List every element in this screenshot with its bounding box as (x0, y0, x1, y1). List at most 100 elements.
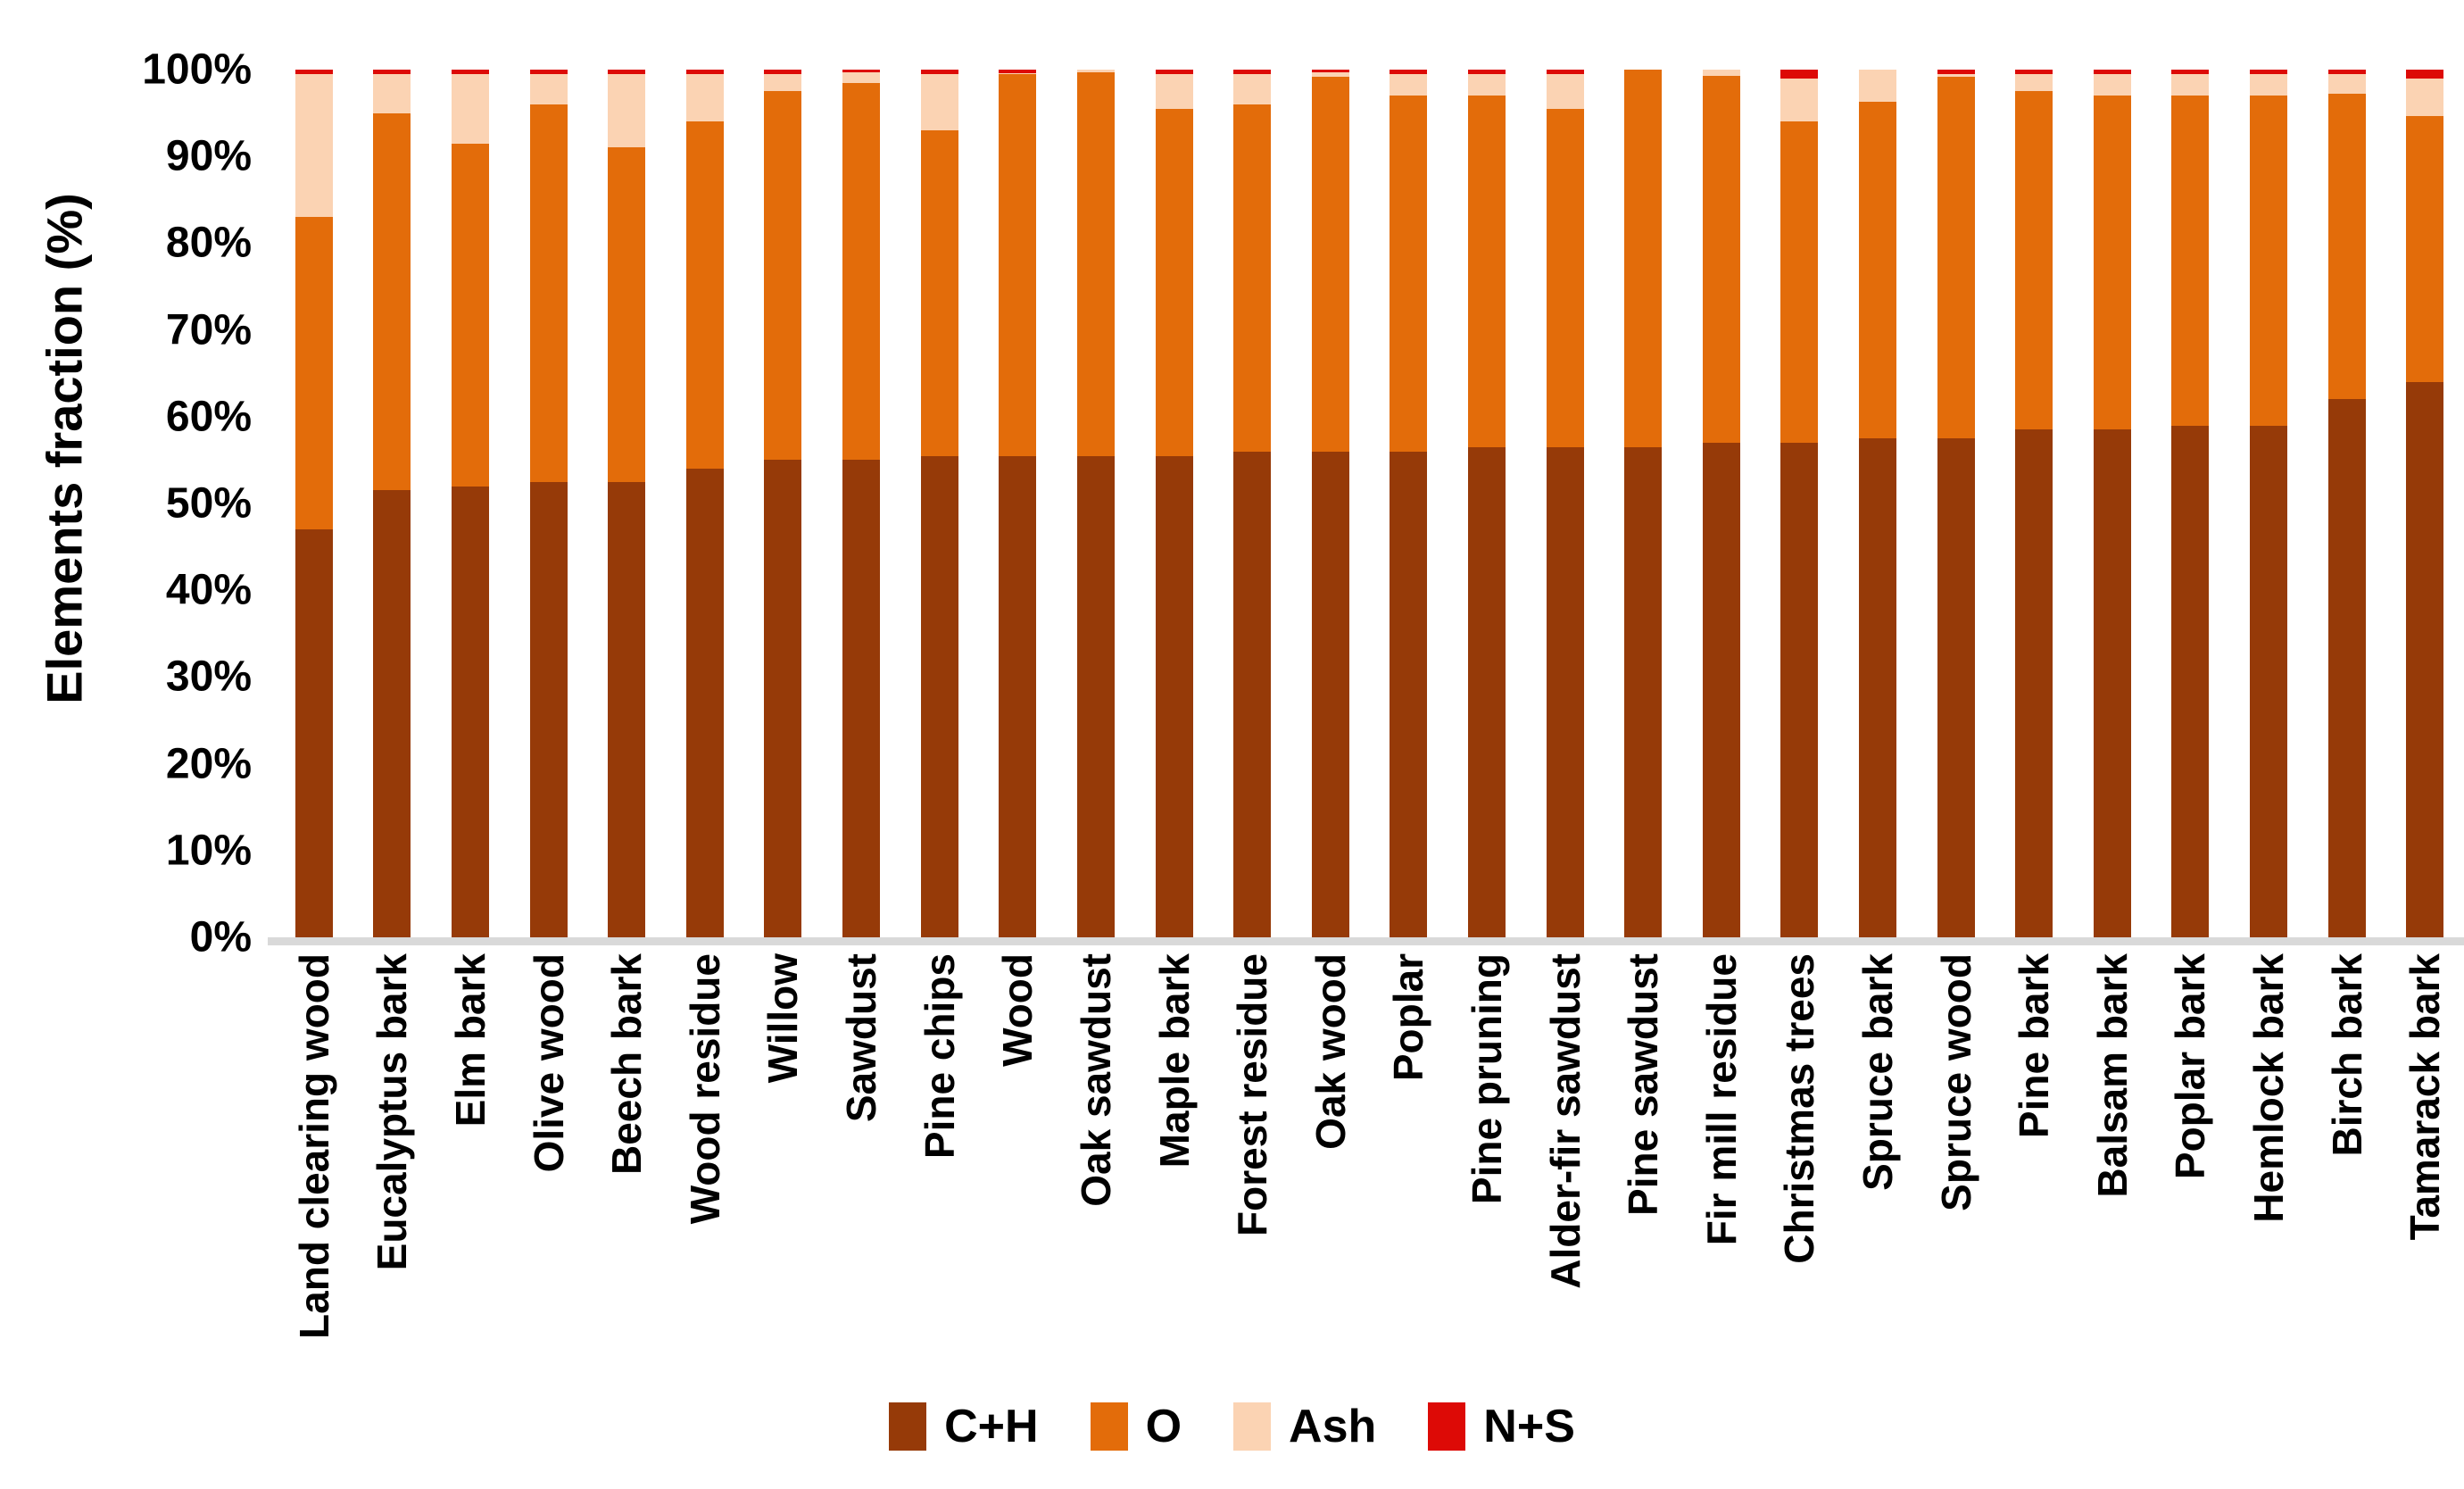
bar-segment-c-h (1702, 442, 1740, 937)
bar-segment-n-s (1311, 70, 1349, 72)
bar-segment-c-h (920, 455, 958, 937)
bar-segment-c-h (2015, 429, 2053, 937)
bar-column (744, 70, 823, 937)
bar-segment-o (2171, 96, 2210, 426)
bar-stack (1546, 70, 1584, 937)
bar-segment-ash (2406, 78, 2444, 116)
bar-segment-n-s (452, 70, 490, 74)
x-tick-label: Pine pruning (1463, 953, 1510, 1205)
legend-label: N+S (1483, 1401, 1575, 1452)
y-tick-label: 0% (189, 913, 252, 961)
bar-column (2229, 70, 2308, 937)
bar-segment-ash (685, 73, 724, 122)
bar-segment-ash (1702, 70, 1740, 76)
bar-stack (1702, 70, 1740, 937)
bar-segment-ash (1780, 78, 1819, 122)
bar-segment-ash (295, 73, 333, 218)
bar-segment-o (1233, 104, 1272, 452)
bar-column (275, 70, 353, 937)
bar-segment-c-h (452, 486, 490, 937)
bar-column (900, 70, 979, 937)
bar-segment-n-s (2171, 70, 2210, 74)
bar-stack (1233, 70, 1272, 937)
x-tick-label: Poplar (1385, 953, 1432, 1082)
y-tick-label: 70% (165, 306, 252, 354)
bar-column (666, 70, 744, 937)
bar-segment-c-h (1937, 438, 1975, 937)
bar-stack (2171, 70, 2210, 937)
x-tick-label: Beech bark (603, 953, 651, 1176)
bar-segment-o (1311, 76, 1349, 452)
y-tick-label: 40% (165, 566, 252, 614)
legend-label: Ash (1289, 1401, 1377, 1452)
x-tick-label: Birch bark (2323, 953, 2370, 1157)
x-tick-label: Olive wood (525, 953, 572, 1173)
y-axis: 0% 10% 20% 30% 40% 50% 60% 70% 80% 90% 100% (0, 46, 261, 961)
bar-stack (1390, 70, 1428, 937)
bar-segment-n-s (1155, 70, 1193, 74)
bar-stack (842, 70, 881, 937)
bar-segment-o (452, 143, 490, 487)
bar-stack (2406, 70, 2444, 937)
bar-segment-c-h (1155, 455, 1193, 937)
bar-segment-o (1467, 96, 1506, 447)
bar-segment-o (373, 112, 411, 491)
bar-column (587, 70, 666, 937)
bar-column (1761, 70, 1839, 937)
bar-segment-n-s (373, 70, 411, 74)
x-tick-label: Wood residue (681, 953, 728, 1225)
bar-segment-ash (1155, 73, 1193, 109)
bar-segment-n-s (608, 70, 646, 74)
bar-stack (1624, 70, 1663, 937)
bar-segment-ash (920, 73, 958, 131)
bar-segment-c-h (764, 460, 802, 937)
bar-segment-ash (2015, 73, 2053, 92)
bar-segment-c-h (1233, 451, 1272, 937)
x-axis-line (268, 937, 2464, 945)
bar-segment-c-h (529, 481, 568, 937)
bar-segment-c-h (2171, 425, 2210, 937)
x-tick-label: Alder-fir sawdust (1541, 953, 1589, 1289)
bar-segment-o (764, 91, 802, 461)
bar-segment-o (842, 82, 881, 461)
x-tick-label: Tamarack bark (2402, 953, 2449, 1241)
bar-segment-ash (608, 73, 646, 148)
bar-segment-ash (1546, 73, 1584, 109)
bar-column (1213, 70, 1291, 937)
plot-area (275, 70, 2464, 937)
bar-segment-c-h (1467, 446, 1506, 937)
legend-label: C+H (944, 1401, 1039, 1452)
bar-segment-ash (452, 73, 490, 144)
bar-segment-n-s (2015, 70, 2053, 74)
bar-stack (920, 70, 958, 937)
legend-swatch-c-h (889, 1402, 927, 1451)
bar-column (1995, 70, 2073, 937)
x-tick-label: Fir mill residue (1697, 953, 1745, 1246)
bar-segment-o (295, 217, 333, 530)
bar-stack (529, 70, 568, 937)
bar-segment-c-h (2327, 399, 2366, 937)
bar-segment-o (529, 104, 568, 482)
x-tick-label: Wood (994, 953, 1041, 1067)
bar-segment-n-s (764, 70, 802, 74)
y-tick-label: 20% (165, 740, 252, 788)
bar-column (353, 70, 432, 937)
legend-swatch-n-s (1428, 1402, 1466, 1451)
x-tick-label: Eucalyptus bark (369, 953, 416, 1271)
y-tick-label: 100% (142, 46, 252, 94)
legend-item: N+S (1428, 1400, 1575, 1453)
bar-segment-o (1076, 71, 1115, 456)
legend-item: O (1090, 1400, 1182, 1453)
bar-column (1682, 70, 1761, 937)
x-tick-label: Oak wood (1307, 953, 1354, 1150)
x-tick-label: Forest residue (1229, 953, 1276, 1236)
bar-segment-n-s (1467, 70, 1506, 74)
bar-column (978, 70, 1057, 937)
bar-stack (2093, 70, 2131, 937)
bar-stack (2015, 70, 2053, 937)
bar-stack (1858, 70, 1896, 937)
bar-stack (1467, 70, 1506, 937)
bar-stack (1311, 70, 1349, 937)
bar-segment-ash (1858, 70, 1896, 102)
